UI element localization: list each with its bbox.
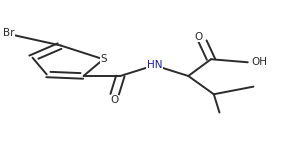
Text: Br: Br — [3, 28, 14, 38]
Text: O: O — [194, 32, 202, 42]
Text: S: S — [100, 54, 107, 64]
Text: HN: HN — [147, 60, 162, 70]
Text: OH: OH — [251, 57, 267, 67]
Text: O: O — [111, 95, 119, 105]
